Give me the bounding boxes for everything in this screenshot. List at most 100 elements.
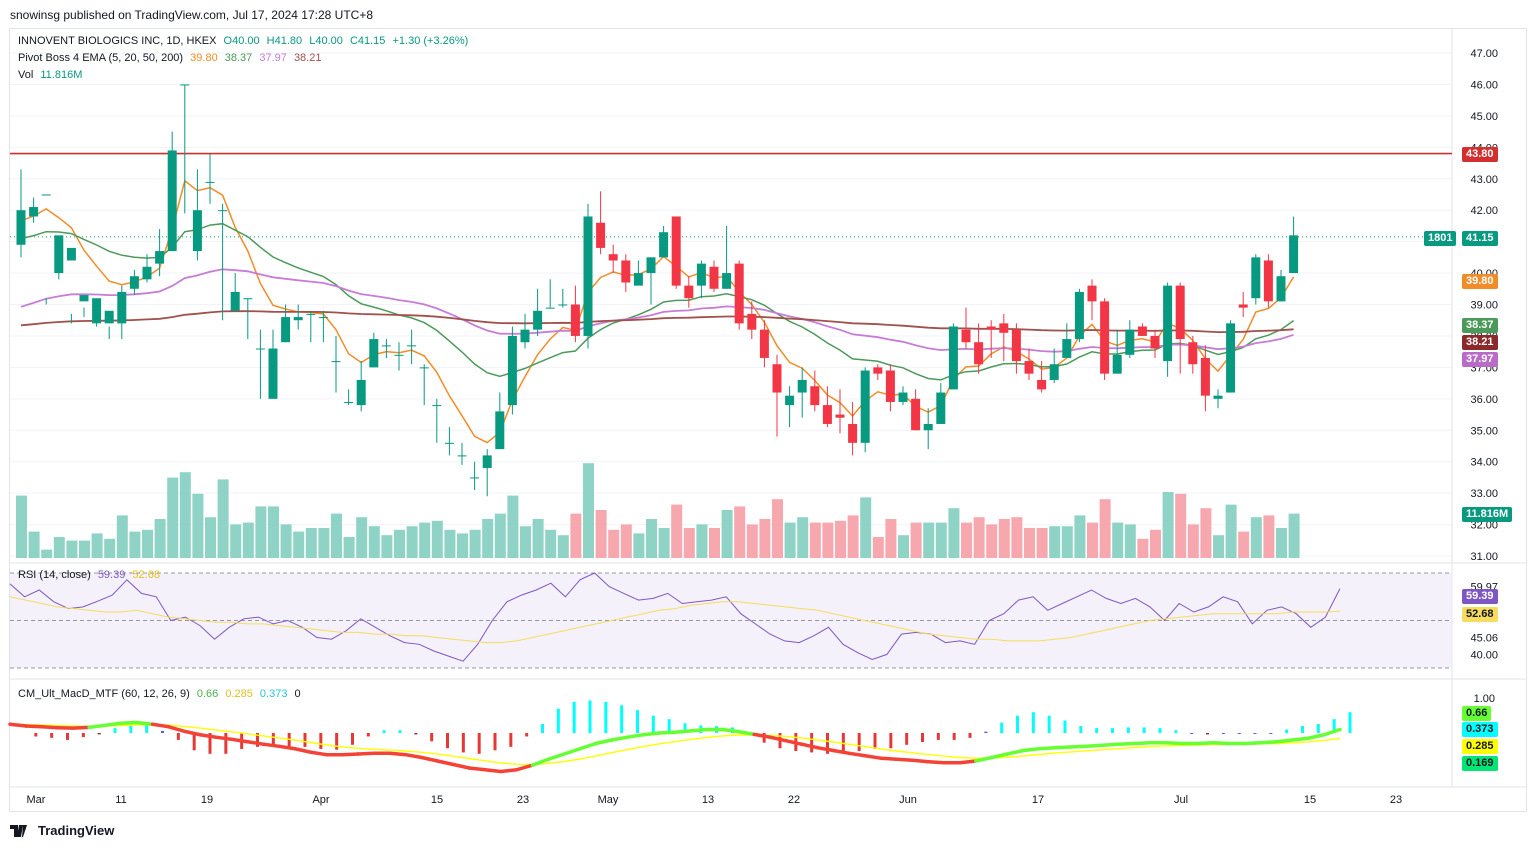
candle [898,386,908,406]
macd-hist-bar [1285,729,1289,733]
candle-body [797,379,807,393]
candle [684,276,694,308]
candle-body [1289,235,1299,274]
macd-hist-bar [1142,727,1146,733]
candle-body [142,266,152,280]
macd-line-segment [784,738,804,746]
volume-bar [507,495,519,558]
volume-bar [847,515,859,558]
volume-bar [898,535,909,558]
candle-body [1049,364,1059,380]
macd-line-segment [989,752,1010,760]
macd-hist-bar [461,733,465,753]
candle-body [659,232,669,258]
volume-bar [331,513,342,558]
candle [974,323,984,374]
candle [167,131,177,252]
volume-bar [948,508,960,558]
candle-body [180,84,190,86]
macd-zero-value: 0 [294,688,301,700]
macd-line-segment [1306,733,1326,740]
ohlc-open: O40.00 [223,35,260,47]
volume-bar [104,538,116,558]
candle [482,449,492,497]
time-tick-label: 11 [115,794,126,806]
macd-hist-value: 0.373 [259,688,288,700]
candle [444,427,454,456]
candle-body [873,367,883,374]
candle-body [1238,304,1248,308]
macd-hist-bar [366,733,370,737]
volume-bar [116,515,128,558]
macd-line-segment [720,727,741,734]
time-tick-label: 23 [1390,794,1402,806]
candle [1200,345,1210,412]
volume-bar [230,524,242,558]
candle [457,442,467,465]
volume-bar [520,526,531,558]
macd-line-segment [499,768,519,774]
candle-body [885,370,895,402]
time-tick-label: Jul [1174,794,1188,806]
tradingview-brand[interactable]: TradingView [10,823,114,838]
candle-body [1125,329,1135,355]
volume-bar [557,535,569,558]
ohlc-low: L40.00 [309,35,343,47]
rsi-legend: RSI (14, close) 59.39 52.68 [18,569,164,581]
macd-hist-bar [541,723,544,733]
candle-body [848,423,858,443]
volume-bar [1036,528,1048,558]
time-tick-label: Apr [312,794,329,806]
macd-line-segment [689,727,709,733]
macd-hist-bar [66,733,69,740]
macd-line-segment [134,720,155,726]
candle-body [318,317,328,319]
candle [835,389,845,434]
candle-body [1175,285,1185,340]
ema200-value: 38.21 [293,52,322,64]
candle-body [898,392,908,402]
macd-hist-bar [873,733,877,749]
rsi-tag: 59.39 [1462,589,1498,604]
volume-bar [1074,515,1086,558]
candle-body [230,291,240,311]
macd-line-segment [309,750,329,757]
macd-line-segment [1164,741,1184,746]
ema5-value: 39.80 [190,52,218,64]
macd-line-segment [1259,740,1279,745]
candle-body [356,379,366,406]
volume-bar [721,510,733,558]
candle [659,225,669,258]
macd-line-segment [879,756,899,761]
macd-line-segment [673,729,693,735]
candle-body [747,313,757,330]
volume-bar [885,519,897,558]
macd-hist-bar [525,733,529,737]
macd-hist-bar [984,731,988,733]
candle [822,386,832,428]
candle-body [444,442,454,444]
candle [810,370,820,412]
macd-line-segment [894,757,915,763]
candle [633,260,643,286]
volume-bar [1276,528,1287,558]
volume-bar [1061,526,1073,558]
volume-bar [53,537,65,558]
macd-hist-bar [414,733,418,735]
macd-hist-bar [889,733,893,749]
macd-hist-bar [176,733,180,740]
volume-bar [1150,529,1161,558]
ema20-tag: 38.37 [1462,318,1498,333]
macd-hist-bar [192,733,196,751]
macd-hist-bar [1158,728,1162,733]
macd-line-segment [356,751,376,756]
macd-hist-bar [936,733,940,740]
candle-body [646,257,656,274]
macd-hist-bar [446,733,449,749]
volume-bar [1250,517,1262,558]
candle [104,310,114,340]
macd-line-segment [103,721,123,728]
macd-hist-bar [1332,719,1336,733]
